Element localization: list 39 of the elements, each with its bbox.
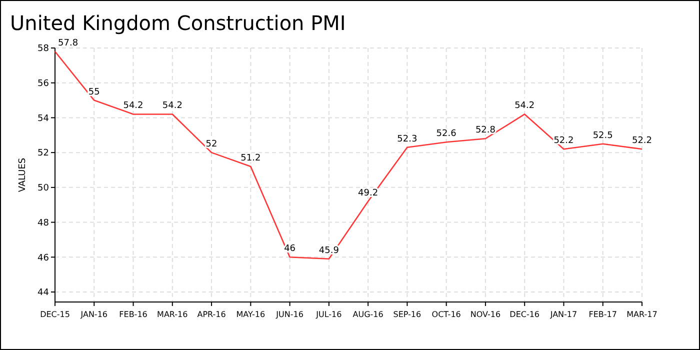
- x-tick-label: OCT-16: [432, 310, 461, 319]
- x-tick-label: JAN-16: [80, 310, 108, 319]
- x-tick-label: APR-16: [197, 310, 226, 319]
- x-tick-label: NOV-16: [470, 310, 501, 319]
- y-tick-label: 58: [38, 44, 50, 54]
- y-tick-label: 50: [38, 184, 50, 194]
- x-tick-label: JUN-16: [275, 310, 304, 319]
- x-tick-label: DEC-16: [510, 310, 540, 319]
- data-label: 52.6: [436, 129, 457, 140]
- data-label: 54.2: [162, 101, 182, 112]
- x-tick-label: MAY-16: [236, 310, 266, 319]
- data-label: 52.2: [554, 136, 574, 146]
- x-tick-label: FEB-16: [119, 310, 148, 319]
- x-tick-label: DEC-15: [40, 310, 70, 319]
- x-tick-label: FEB-17: [588, 310, 617, 319]
- data-label: 54.2: [514, 101, 535, 112]
- x-tick-label: SEP-16: [393, 310, 422, 319]
- data-label: 52.3: [397, 134, 418, 144]
- data-label: 52.5: [592, 130, 613, 141]
- data-label: 52.2: [632, 136, 652, 146]
- x-tick-label: MAR-17: [626, 310, 658, 319]
- x-tick-label: MAR-16: [157, 310, 188, 319]
- x-tick-label: JUL-16: [315, 310, 342, 319]
- data-label: 52.8: [475, 126, 496, 136]
- y-tick-label: 56: [38, 79, 50, 90]
- y-axis-title: VALUES: [18, 158, 28, 192]
- x-tick-label: JAN-17: [549, 310, 578, 319]
- data-label: 57.8: [58, 38, 78, 48]
- chart-title: United Kingdom Construction PMI: [10, 11, 346, 35]
- y-tick-label: 52: [38, 148, 49, 159]
- x-tick-label: AUG-16: [352, 310, 384, 319]
- data-label: 52: [206, 140, 218, 150]
- data-label: 55: [88, 87, 100, 98]
- y-tick-label: 46: [38, 253, 50, 264]
- data-label: 54.2: [123, 101, 144, 112]
- y-tick-label: 54: [38, 114, 50, 124]
- y-tick-label: 44: [38, 288, 50, 298]
- data-label: 51.2: [240, 154, 261, 164]
- y-tick-label: 48: [38, 218, 50, 228]
